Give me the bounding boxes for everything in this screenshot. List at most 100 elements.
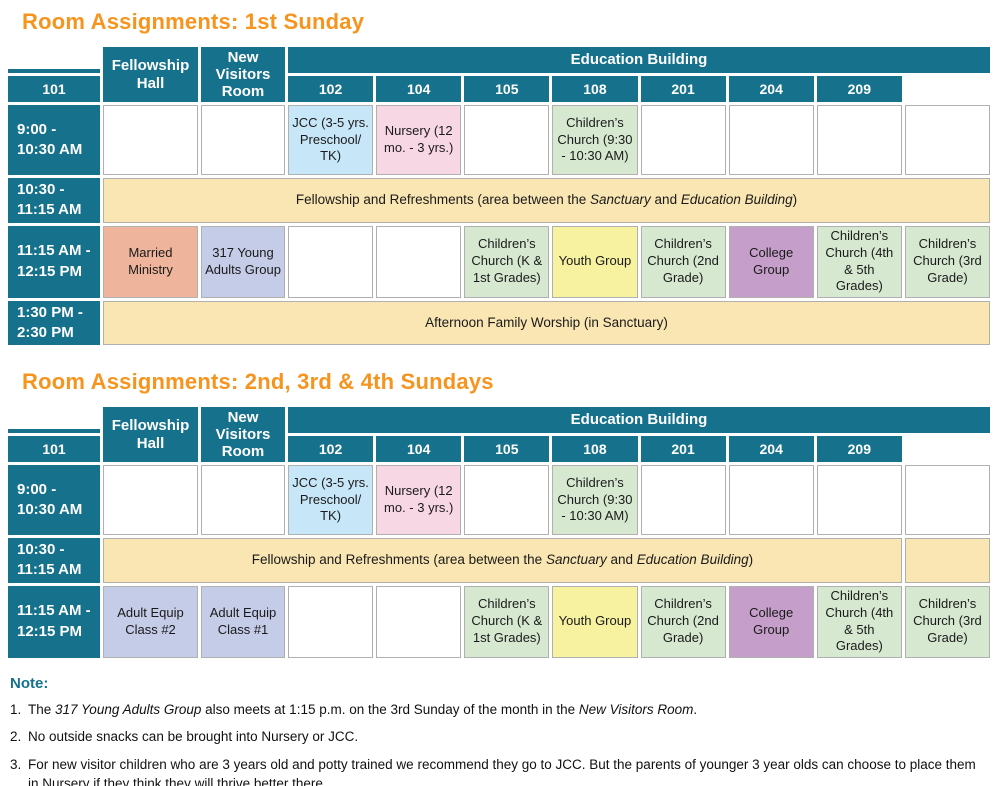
note1-post: . [693,701,698,717]
room-assignments-table-2nd-3rd-4th-sundays: Fellowship Hall New Visitors Room Educat… [5,404,993,661]
note-text: The 317 Young Adults Group also meets at… [28,700,978,720]
fellowship-text-post: ) [792,192,798,208]
notes-section: Note: 1. The 317 Young Adults Group also… [0,661,1000,786]
col-header-room-108: 108 [552,436,638,462]
empty-cell [464,105,550,175]
time-slot-1115-1215: 11:15 AM - 12:15 PM [8,225,100,298]
fellowship-text-italic-education-building: Education Building [636,552,749,568]
empty-cell [201,465,285,535]
empty-cell [816,465,902,535]
cell-nursery: Nursery (12 mo. - 3 yrs.) [376,465,462,535]
table-row: 11:15 AM - 12:15 PM Married Ministry 317… [8,225,990,298]
col-header-room-201: 201 [640,76,726,102]
empty-cell [816,105,902,175]
col-header-education-building: Education Building [288,407,990,433]
cell-fellowship-refreshments: Fellowship and Refreshments (area betwee… [103,178,990,223]
header-row-top: Fellowship Hall New Visitors Room Educat… [8,47,990,102]
empty-cell-209 [904,538,990,583]
empty-cell [640,105,726,175]
fellowship-text-mid: and [606,552,637,568]
col-header-room-209: 209 [816,436,902,462]
note1-mid: also meets at 1:15 p.m. on the 3rd Sunda… [201,701,579,717]
notes-heading: Note: [10,674,49,692]
time-slot-1115-1215: 11:15 AM - 12:15 PM [8,585,100,658]
cell-childrens-church-2nd: Children’s Church (2nd Grade) [640,585,726,658]
cell-childrens-church-k1: Children’s Church (K & 1st Grades) [464,225,550,298]
col-header-room-201: 201 [640,436,726,462]
table-row: 9:00 - 10:30 AM JCC (3-5 yrs. Preschool/… [8,465,990,535]
cell-adult-equip-class-1: Adult Equip Class #1 [201,585,285,658]
cell-childrens-church-3rd: Children’s Church (3rd Grade) [904,585,990,658]
cell-childrens-church-45: Children’s Church (4th & 5th Grades) [816,225,902,298]
corner-spacer [8,47,100,73]
col-header-education-building: Education Building [288,47,990,73]
page-title-2nd-3rd-4th-sundays: Room Assignments: 2nd, 3rd & 4th Sundays [22,369,494,394]
cell-childrens-church-3rd: Children’s Church (3rd Grade) [904,225,990,298]
header-row-top: Fellowship Hall New Visitors Room Educat… [8,407,990,462]
col-header-room-104: 104 [376,436,462,462]
col-header-room-102: 102 [288,436,374,462]
time-slot-1030-1115: 10:30 - 11:15 AM [8,178,100,223]
col-header-room-108: 108 [552,76,638,102]
cell-childrens-church-930: Children’s Church (9:30 - 10:30 AM) [552,105,638,175]
fellowship-text-pre: Fellowship and Refreshments (area betwee… [295,192,590,208]
note-text: For new visitor children who are 3 years… [28,756,976,786]
empty-cell [640,465,726,535]
room-assignments-table-1st-sunday: Fellowship Hall New Visitors Room Educat… [5,44,993,348]
col-header-room-101: 101 [8,436,100,462]
cell-fellowship-refreshments: Fellowship and Refreshments (area betwee… [103,538,902,583]
note-number: 1. [10,701,22,717]
cell-adult-equip-class-2: Adult Equip Class #2 [103,585,198,658]
cell-childrens-church-45: Children’s Church (4th & 5th Grades) [816,585,902,658]
empty-cell [103,105,198,175]
note-item-3: 3. For new visitor children who are 3 ye… [8,755,986,786]
table-row: 11:15 AM - 12:15 PM Adult Equip Class #2… [8,585,990,658]
col-header-room-209: 209 [816,76,902,102]
time-slot-130-230: 1:30 PM - 2:30 PM [8,300,100,345]
table-row: 9:00 - 10:30 AM JCC (3-5 yrs. Preschool/… [8,105,990,175]
fellowship-text-post: ) [748,552,754,568]
note-number: 3. [10,756,22,772]
fellowship-text-mid: and [650,192,681,208]
empty-cell [376,585,462,658]
note-item-2: 2. No outside snacks can be brought into… [8,727,986,747]
empty-cell [288,225,374,298]
col-header-fellowship-hall: Fellowship Hall [103,407,198,462]
col-header-room-104: 104 [376,76,462,102]
cell-nursery: Nursery (12 mo. - 3 yrs.) [376,105,462,175]
empty-cell [103,465,198,535]
col-header-room-204: 204 [728,76,814,102]
empty-cell [464,465,550,535]
empty-cell [904,465,990,535]
table-row: 10:30 - 11:15 AM Fellowship and Refreshm… [8,538,990,583]
cell-jcc: JCC (3-5 yrs. Preschool/ TK) [288,105,374,175]
empty-cell [201,105,285,175]
cell-childrens-church-k1: Children’s Church (K & 1st Grades) [464,585,550,658]
fellowship-text-italic-sanctuary: Sanctuary [590,192,651,208]
table-row: 1:30 PM - 2:30 PM Afternoon Family Worsh… [8,300,990,345]
corner-spacer [8,407,100,433]
fellowship-text-italic-sanctuary: Sanctuary [545,552,607,568]
fellowship-text-pre: Fellowship and Refreshments (area betwee… [251,552,546,568]
cell-youth-group: Youth Group [552,225,638,298]
note1-italic-317-young-adults-group: 317 Young Adults Group [55,701,202,717]
time-slot-1030-1115: 10:30 - 11:15 AM [8,538,100,583]
cell-married-ministry: Married Ministry [103,225,198,298]
col-header-room-105: 105 [464,76,550,102]
cell-youth-group: Youth Group [552,585,638,658]
empty-cell [728,105,814,175]
cell-college-group: College Group [728,225,814,298]
col-header-room-102: 102 [288,76,374,102]
header-row-room-numbers: 101 102 104 105 108 201 204 209 [8,76,990,102]
empty-cell [904,105,990,175]
note-text: No outside snacks can be brought into Nu… [28,729,359,745]
col-header-new-visitors-room: New Visitors Room [201,407,285,462]
time-slot-900-1030: 9:00 - 10:30 AM [8,105,100,175]
empty-cell [728,465,814,535]
time-slot-900-1030: 9:00 - 10:30 AM [8,465,100,535]
table-row: 10:30 - 11:15 AM Fellowship and Refreshm… [8,178,990,223]
col-header-room-101: 101 [8,76,100,102]
empty-cell [376,225,462,298]
cell-college-group: College Group [728,585,814,658]
